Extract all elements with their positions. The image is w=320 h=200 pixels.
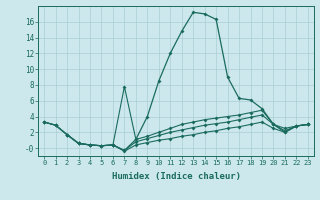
X-axis label: Humidex (Indice chaleur): Humidex (Indice chaleur) <box>111 172 241 181</box>
